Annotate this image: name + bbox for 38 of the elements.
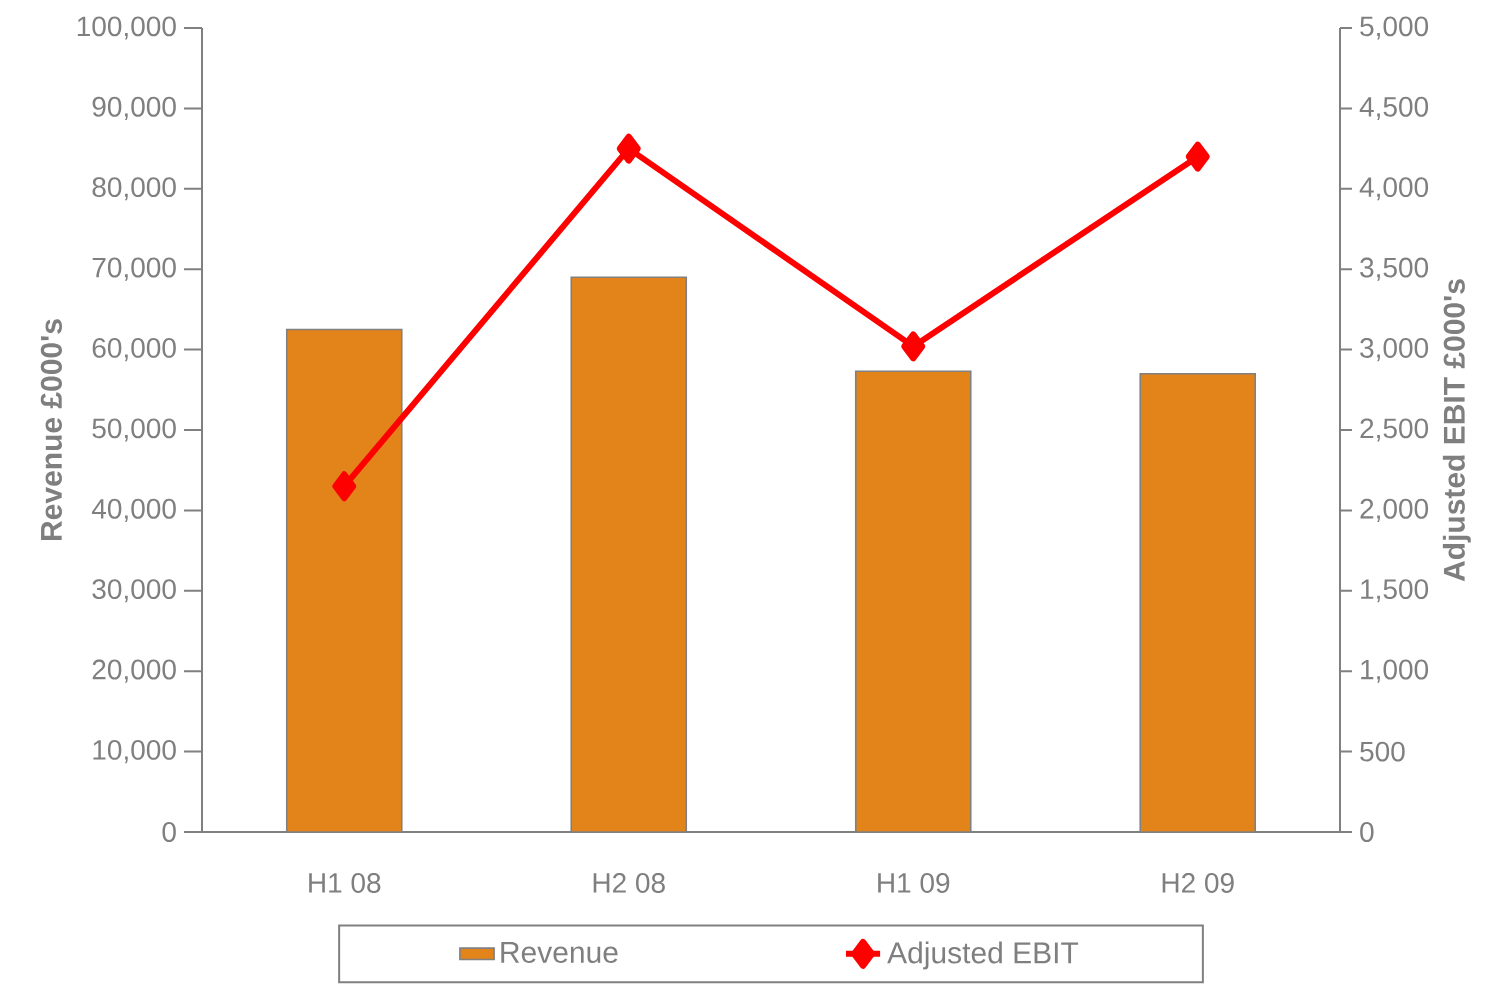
bar: [570, 276, 688, 832]
y2-tick-label: 3,500: [1360, 257, 1429, 281]
y2-tick-label: 1,500: [1361, 579, 1429, 603]
y-tick-label: 20,000: [92, 659, 176, 683]
y-axis-title: Revenue £000's: [40, 319, 62, 540]
point: [901, 331, 926, 362]
bar: [1139, 372, 1257, 832]
legend-label: Adjusted EBIT: [887, 941, 1079, 970]
x-tick-label: H1 08: [309, 873, 381, 893]
bar: [285, 328, 403, 832]
legend-label: Revenue: [501, 942, 618, 963]
x-tick-label: H1 09: [878, 873, 950, 893]
y-tick-label: 100,000: [77, 16, 176, 40]
y-tick-label: 60,000: [92, 338, 176, 362]
y2-tick-label: 4,000: [1359, 177, 1429, 201]
y-tick-label: 80,000: [92, 177, 176, 201]
y-tick-label: 70,000: [92, 257, 176, 281]
y-tick-label: 90,000: [92, 96, 176, 120]
x-tick-label: H2 08: [593, 873, 665, 893]
x-tick-label: H2 09: [1162, 873, 1234, 893]
point: [616, 133, 641, 164]
y2-axis-title: Adjusted EBIT £000's: [1442, 279, 1471, 582]
y2-tick-label: 3,000: [1360, 338, 1429, 362]
y2-tick-label: 5,000: [1360, 16, 1429, 40]
y-tick-label: 50,000: [92, 418, 176, 442]
y-tick-label: 0: [162, 822, 176, 842]
point: [332, 471, 357, 502]
y-tick-label: 10,000: [93, 740, 176, 764]
bar: [854, 370, 972, 832]
y2-tick-label: 1,000: [1361, 659, 1429, 683]
y2-tick-label: 4,500: [1359, 96, 1429, 120]
y2-tick-label: 2,000: [1360, 498, 1429, 522]
y2-tick-label: 2,500: [1360, 418, 1429, 442]
y-tick-label: 40,000: [91, 498, 176, 522]
point: [1185, 141, 1210, 172]
y2-tick-label: 0: [1360, 822, 1374, 842]
y2-tick-label: 500: [1360, 741, 1405, 762]
y-tick-label: 30,000: [92, 579, 176, 603]
